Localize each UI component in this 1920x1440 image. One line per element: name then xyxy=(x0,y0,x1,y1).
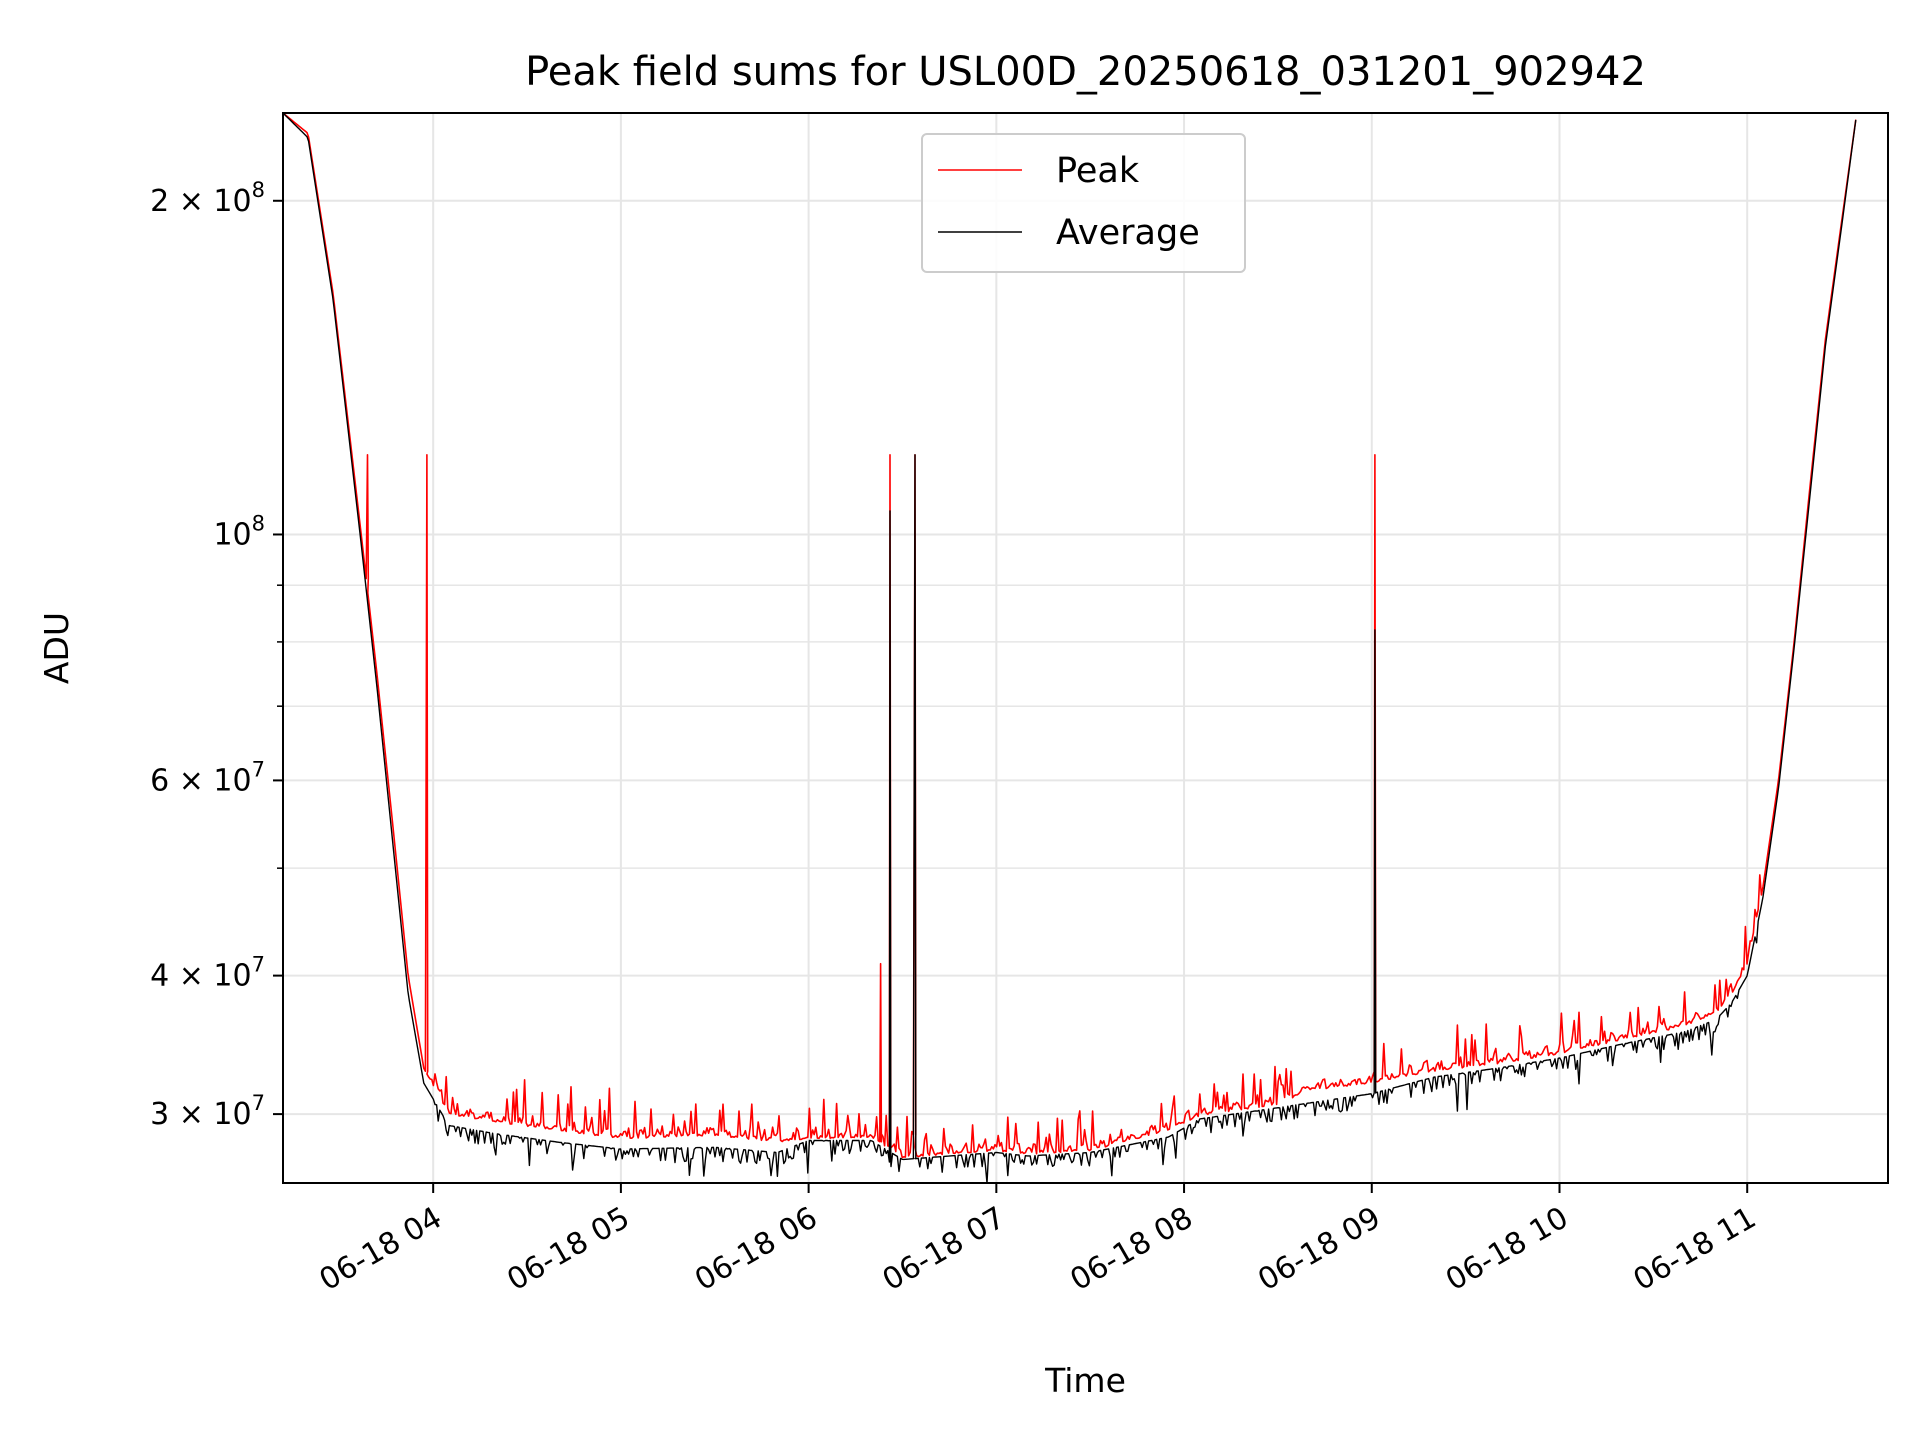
legend-label-peak: Peak xyxy=(1056,151,1140,191)
grid xyxy=(283,113,1888,1183)
y-tick-label-exponent: 7 xyxy=(252,1091,265,1115)
y-tick-label-exponent: 8 xyxy=(252,178,265,202)
plot-frame xyxy=(282,112,1889,1184)
y-axis-title: ADU xyxy=(37,612,76,684)
x-axis-title: Time xyxy=(1044,1361,1126,1400)
series-line-average xyxy=(282,112,1857,1184)
y-tick-label: 4 × 107 xyxy=(150,953,265,994)
y-tick-label: 3 × 107 xyxy=(150,1091,265,1132)
y-tick-label-base: 10 xyxy=(213,517,251,552)
y-tick-label-base: 4 × 10 xyxy=(150,959,251,994)
chart-title: Peak field sums for USL00D_20250618_0312… xyxy=(525,49,1646,95)
y-tick-label-exponent: 7 xyxy=(252,953,265,977)
y-tick-label: 6 × 107 xyxy=(150,757,265,798)
series-layer xyxy=(282,112,1857,1184)
series-line-peak xyxy=(282,112,1857,1159)
y-tick-label: 2 × 108 xyxy=(150,178,265,219)
legend-box xyxy=(921,133,1246,273)
y-tick-label-base: 6 × 10 xyxy=(150,763,251,798)
y-tick-label-exponent: 8 xyxy=(252,511,265,535)
y-tick-label-base: 2 × 10 xyxy=(150,184,251,219)
legend: Peak Average xyxy=(921,133,1246,273)
y-tick-label: 108 xyxy=(213,511,265,552)
y-tick-label-base: 3 × 10 xyxy=(150,1097,251,1132)
y-tick-label-exponent: 7 xyxy=(252,757,265,781)
legend-label-average: Average xyxy=(1056,213,1200,253)
